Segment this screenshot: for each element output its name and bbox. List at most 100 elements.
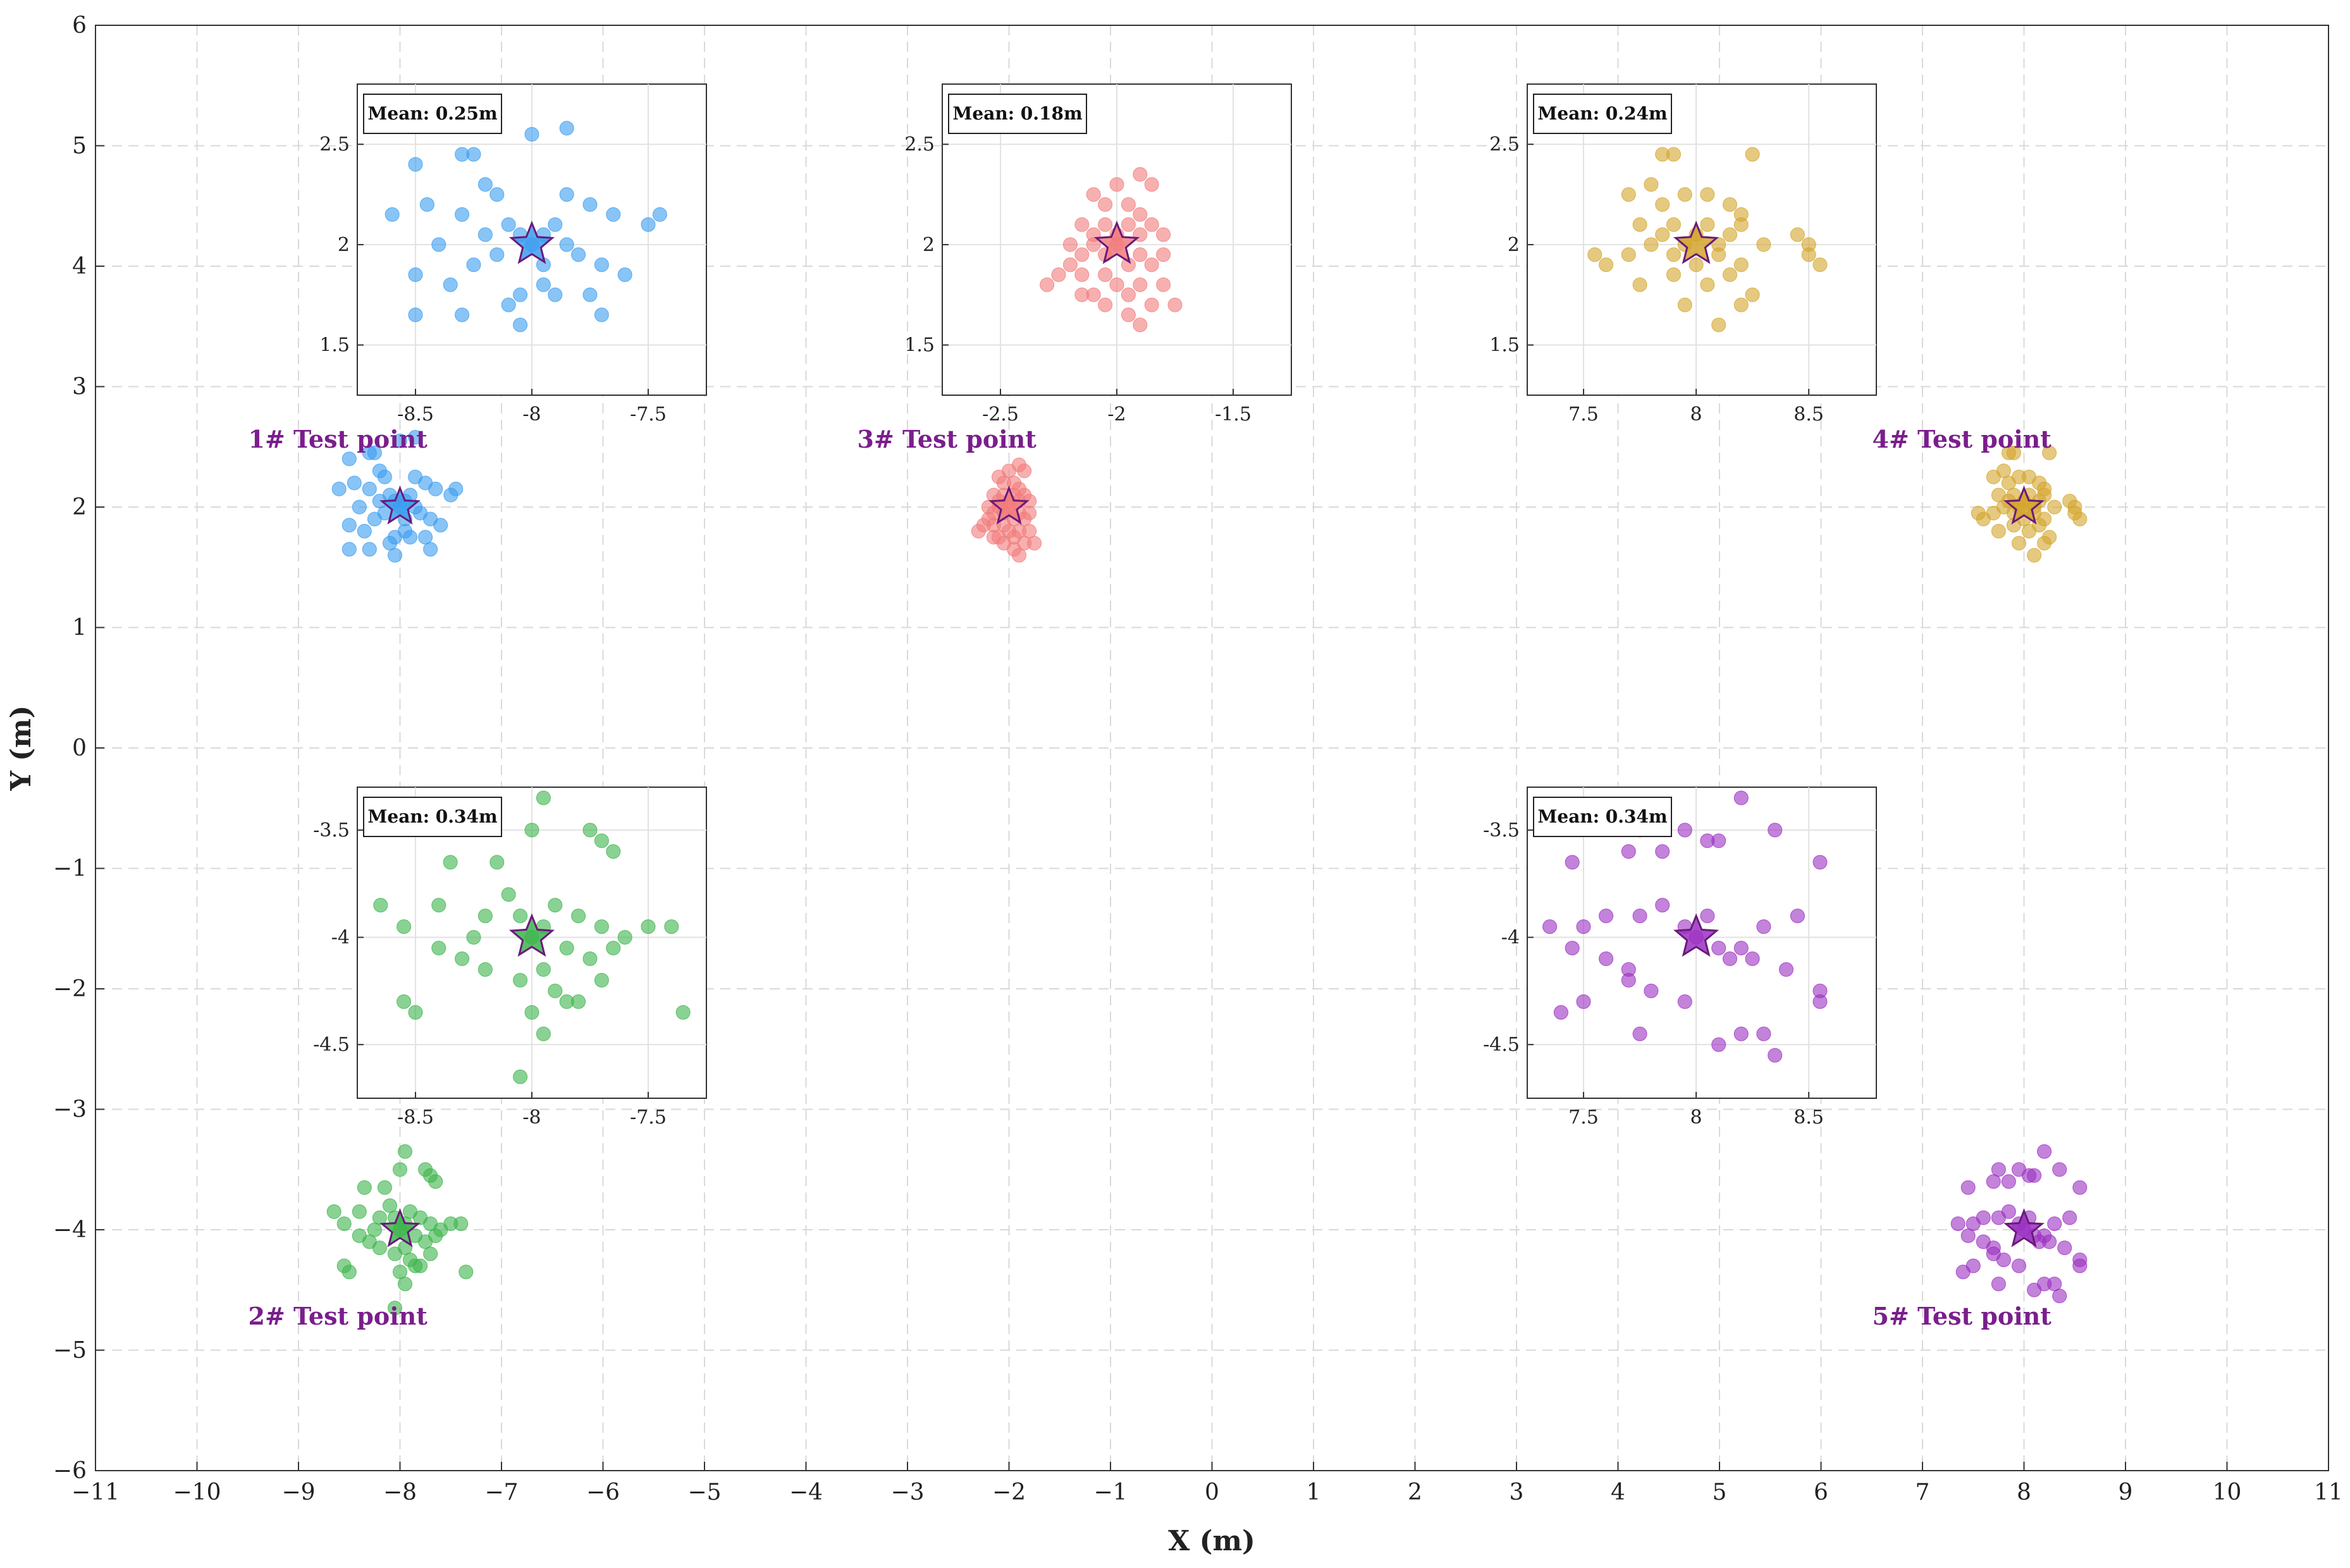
inset-scatter-point (1801, 247, 1816, 262)
inset-scatter-point (397, 994, 412, 1009)
scatter-point (393, 1162, 407, 1177)
inset-scatter-point (1655, 227, 1670, 242)
inset-scatter-point (1723, 197, 1737, 212)
inset-scatter-point (419, 197, 434, 212)
inset-plot-1: -8.5 -8 -7.5 1.5 2 2.5 Mean: 0.25m (319, 83, 707, 426)
scatter-point (2042, 1234, 2057, 1249)
inset-y-tick-label: 2 (923, 234, 935, 256)
inset-scatter-point (384, 207, 400, 222)
inset-mean-box (363, 797, 502, 837)
inset-scatter-point (1666, 247, 1681, 262)
inset-scatter-point (1632, 909, 1647, 924)
inset-scatter-point (1711, 247, 1726, 262)
inset-scatter-point (489, 247, 505, 262)
inset-scatter-point (1587, 247, 1603, 262)
inset-scatter-point (548, 983, 563, 998)
inset-scatter-point (1812, 994, 1828, 1009)
inset-scatter-point (443, 855, 458, 870)
inset-plot-5: 7.5 8 8.5 -4.5 -4 -3.5 Mean: 0.34m (1483, 787, 1877, 1129)
scatter-point (413, 1258, 428, 1273)
inset-scatter-point (1144, 297, 1159, 312)
x-tick-label: 7 (1916, 1479, 1930, 1505)
test-point-cluster-5 (1950, 1144, 2088, 1304)
inset-scatter-point (582, 287, 598, 302)
inset-mean-box (1533, 94, 1672, 134)
inset-mean-label: Mean: 0.34m (1537, 806, 1667, 827)
inset-scatter-point (664, 919, 679, 934)
inset-scatter-point (1700, 277, 1715, 292)
scatter-point (2012, 1258, 2026, 1273)
inset-scatter-point (571, 247, 586, 262)
inset-scatter-point (1156, 247, 1171, 262)
inset-scatter-point (548, 217, 563, 232)
inset-scatter-point (431, 941, 446, 955)
y-tick-label: 2 (72, 494, 87, 520)
inset-x-tick-label: -7.5 (630, 403, 667, 426)
inset-scatter-point (431, 898, 446, 913)
inset-scatter-point (1599, 257, 1614, 273)
inset-scatter-point (594, 919, 609, 934)
true-position-star (379, 485, 421, 525)
inset-y-tick-label: 1.5 (319, 334, 350, 357)
inset-scatter-point (582, 823, 598, 838)
inset-mean-label: Mean: 0.25m (367, 103, 497, 124)
inset-scatter-point (513, 287, 528, 302)
inset-scatter-point (1133, 167, 1148, 182)
scatter-point (326, 1204, 341, 1219)
scatter-point (1960, 1228, 1976, 1243)
scatter-point (388, 548, 402, 563)
inset-scatter-point (1632, 277, 1647, 292)
inset-scatter-point (1599, 909, 1614, 924)
inset-scatter-point (1121, 197, 1136, 212)
inset-scatter-point (652, 207, 667, 222)
scatter-point (357, 1180, 372, 1195)
inset-scatter-point (466, 930, 481, 945)
inset-scatter-point (1098, 267, 1113, 282)
x-tick-label: 10 (2213, 1479, 2242, 1505)
scatter-point (341, 542, 357, 557)
inset-y-tick-label: 2.5 (319, 133, 350, 156)
x-tick-label: 3 (1510, 1479, 1524, 1505)
inset-scatter-point (559, 121, 574, 136)
inset-x-tick-label: 7.5 (1568, 403, 1599, 426)
inset-y-tick-label: -3.5 (1483, 819, 1520, 842)
inset-scatter-point (1156, 227, 1171, 242)
inset-scatter-point (1565, 855, 1580, 870)
inset-scatter-point (1655, 844, 1670, 859)
inset-scatter-point (594, 972, 609, 988)
scatter-point (433, 518, 448, 533)
x-tick-label: −4 (789, 1479, 823, 1505)
inset-scatter-point (1655, 197, 1670, 212)
inset-scatter-point (1733, 257, 1749, 273)
inset-scatter-point (559, 237, 574, 252)
inset-scatter-point (594, 257, 609, 273)
inset-y-tick-label: -4.5 (313, 1034, 350, 1056)
inset-scatter-point (1733, 217, 1749, 232)
inset-scatter-point (1677, 994, 1692, 1009)
inset-scatter-point (606, 941, 621, 955)
scatter-point (2052, 1162, 2067, 1177)
y-tick-label: −5 (53, 1338, 87, 1364)
inset-plot-3: -2.5 -2 -1.5 1.5 2 2.5 Mean: 0.18m (904, 83, 1292, 426)
inset-scatter-point (408, 267, 423, 282)
inset-x-tick-label: -8.5 (397, 1106, 434, 1129)
inset-scatter-point (1745, 951, 1760, 966)
inset-y-tick-label: 2 (338, 234, 350, 256)
inset-scatter-point (641, 919, 656, 934)
scatter-point (367, 445, 382, 460)
inset-y-tick-label: -3.5 (313, 819, 350, 842)
inset-scatter-point (408, 157, 423, 172)
scatter-point (428, 1228, 443, 1243)
inset-scatter-point (1156, 277, 1171, 292)
scatter-point (2052, 1289, 2067, 1304)
test-point-cluster-4 (1971, 445, 2088, 563)
x-tick-label: −7 (484, 1479, 518, 1505)
inset-mean-box (1533, 797, 1672, 837)
inset-scatter-point (1644, 983, 1659, 998)
test-point-label: 2# Test point (249, 1302, 428, 1330)
inset-scatter-point (1733, 941, 1749, 955)
inset-scatter-point (513, 909, 528, 924)
inset-y-tick-label: -4.5 (1483, 1034, 1520, 1056)
scatter-point (1017, 463, 1032, 479)
